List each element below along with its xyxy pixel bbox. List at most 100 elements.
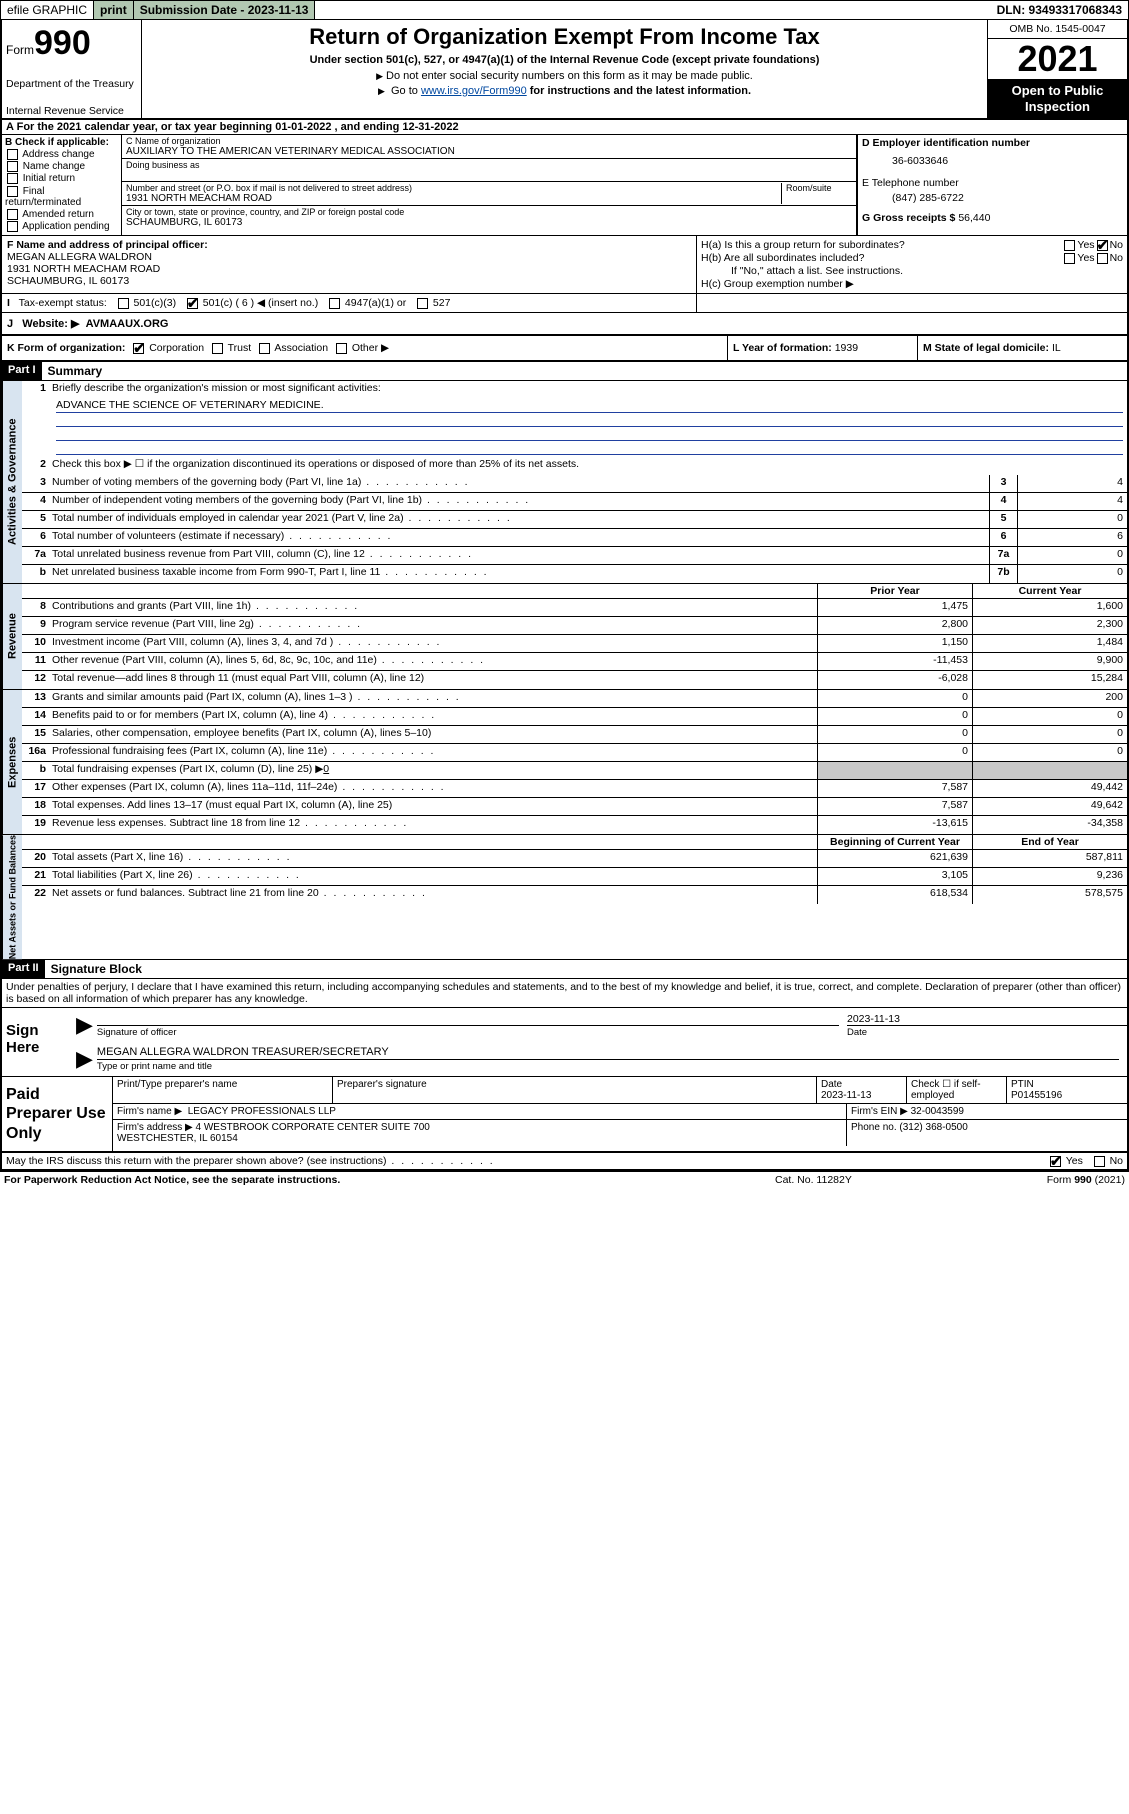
form-org-label: K Form of organization: (7, 342, 125, 354)
c15: 0 (972, 726, 1127, 743)
chk-address[interactable]: Address change (5, 149, 118, 160)
footer-right: Form 990 (2021) (975, 1174, 1125, 1186)
omb-number: OMB No. 1545-0047 (988, 20, 1127, 39)
goto-note: Go to www.irs.gov/Form990 for instructio… (148, 85, 981, 97)
chk-other[interactable] (336, 343, 347, 354)
s5: Total number of individuals employed in … (50, 511, 989, 528)
c13: 200 (972, 690, 1127, 707)
ein-value: 36-6033646 (862, 149, 1123, 177)
ha-no[interactable] (1097, 240, 1108, 251)
ssn-note: Do not enter social security numbers on … (148, 70, 981, 82)
tax-status-label: Tax-exempt status: (19, 297, 107, 309)
current-year-hdr: Current Year (972, 584, 1127, 598)
s16b-val: 0 (323, 763, 329, 775)
firm-ein-lbl: Firm's EIN ▶ (851, 1106, 908, 1117)
rot-netassets: Net Assets or Fund Balances (2, 835, 22, 959)
p16a: 0 (817, 744, 972, 761)
gross-label: G Gross receipts $ (862, 212, 955, 224)
v6: 6 (1017, 529, 1127, 546)
discuss-no[interactable] (1094, 1156, 1105, 1167)
discuss-yes[interactable] (1050, 1156, 1061, 1167)
box-f: F Name and address of principal officer:… (2, 236, 697, 293)
ha-yes[interactable] (1064, 240, 1075, 251)
public-inspection: Open to Public Inspection (988, 79, 1127, 118)
hb-label: H(b) Are all subordinates included? (701, 252, 1062, 264)
s13: Grants and similar amounts paid (Part IX… (50, 690, 817, 707)
officer-name-field: MEGAN ALLEGRA WALDRON TREASURER/SECRETAR… (97, 1046, 1119, 1060)
s7a: Total unrelated business revenue from Pa… (50, 547, 989, 564)
part1-header: Part I Summary (2, 362, 1127, 381)
officer-city: SCHAUMBURG, IL 60173 (7, 275, 129, 287)
p12: -6,028 (817, 671, 972, 689)
p15: 0 (817, 726, 972, 743)
box-c-wrapper: C Name of organization AUXILIARY TO THE … (122, 135, 1127, 235)
p22: 618,534 (817, 886, 972, 904)
p17: 7,587 (817, 780, 972, 797)
s10: Investment income (Part VIII, column (A)… (50, 635, 817, 652)
chk-trust[interactable] (212, 343, 223, 354)
box-d-e-g: D Employer identification number 36-6033… (857, 135, 1127, 235)
hb-yes[interactable] (1064, 253, 1075, 264)
self-employed[interactable]: Check ☐ if self-employed (907, 1077, 1007, 1103)
box-b-label: B Check if applicable: (5, 137, 118, 148)
header-right: OMB No. 1545-0047 2021 Open to Public In… (987, 20, 1127, 118)
v3: 4 (1017, 475, 1127, 492)
sig-date: 2023-11-13 (847, 1013, 1127, 1026)
officer-name: MEGAN ALLEGRA WALDRON (7, 251, 152, 263)
row-i: I Tax-exempt status: 501(c)(3) 501(c) ( … (2, 294, 1127, 313)
c22: 578,575 (972, 886, 1127, 904)
c11: 9,900 (972, 653, 1127, 670)
s22: Net assets or fund balances. Subtract li… (50, 886, 817, 904)
ha-label: H(a) Is this a group return for subordin… (701, 239, 1062, 251)
header-mid: Return of Organization Exempt From Incom… (142, 20, 987, 118)
s4: Number of independent voting members of … (50, 493, 989, 510)
chk-final[interactable]: Final return/terminated (5, 186, 118, 208)
hb-no[interactable] (1097, 253, 1108, 264)
chk-corp[interactable] (133, 343, 144, 354)
phone-label: E Telephone number (862, 177, 1123, 189)
chk-4947[interactable] (329, 298, 340, 309)
prior-year-hdr: Prior Year (817, 584, 972, 598)
print-button[interactable]: print (94, 1, 134, 19)
s12: Total revenue—add lines 8 through 11 (mu… (50, 671, 817, 689)
s20: Total assets (Part X, line 16) (50, 850, 817, 867)
c14: 0 (972, 708, 1127, 725)
room-label: Room/suite (786, 183, 852, 193)
domicile-label: M State of legal domicile: (923, 342, 1049, 354)
s16a: Professional fundraising fees (Part IX, … (50, 744, 817, 761)
chk-assoc[interactable] (259, 343, 270, 354)
chk-501c[interactable] (187, 298, 198, 309)
street-row: Number and street (or P.O. box if mail i… (122, 182, 856, 206)
officer-label: F Name and address of principal officer: (7, 239, 208, 251)
rot-activities: Activities & Governance (2, 381, 22, 583)
irs-link[interactable]: www.irs.gov/Form990 (421, 85, 527, 97)
city-label: City or town, state or province, country… (126, 207, 852, 217)
form-container: Form990 Department of the Treasury Inter… (0, 20, 1129, 1172)
domicile: IL (1052, 342, 1061, 354)
chk-application[interactable]: Application pending (5, 221, 118, 232)
org-name-cell: C Name of organization AUXILIARY TO THE … (122, 135, 856, 159)
chk-initial[interactable]: Initial return (5, 173, 118, 184)
part1-title: Summary (42, 362, 109, 380)
phone-value: (847) 285-6722 (862, 189, 1123, 212)
header-left: Form990 Department of the Treasury Inter… (2, 20, 142, 118)
chk-name[interactable]: Name change (5, 161, 118, 172)
row-a-text: For the 2021 calendar year, or tax year … (17, 121, 459, 133)
gross-receipts: G Gross receipts $ 56,440 (862, 212, 1123, 224)
ein-label: D Employer identification number (862, 137, 1123, 149)
preparer-sig-col: Preparer's signature (333, 1077, 817, 1103)
form-header: Form990 Department of the Treasury Inter… (2, 20, 1127, 120)
officer-signature[interactable] (97, 1012, 839, 1026)
chk-527[interactable] (417, 298, 428, 309)
activities-governance: Activities & Governance 1Briefly describ… (2, 381, 1127, 584)
chk-501c3[interactable] (118, 298, 129, 309)
form-990: 990 (34, 24, 91, 62)
chk-amended[interactable]: Amended return (5, 209, 118, 220)
mission-text: ADVANCE THE SCIENCE OF VETERINARY MEDICI… (56, 399, 1123, 413)
sig-intro: Under penalties of perjury, I declare th… (2, 979, 1127, 1008)
form-subtitle: Under section 501(c), 527, or 4947(a)(1)… (148, 54, 981, 66)
preparer-name-col: Print/Type preparer's name (113, 1077, 333, 1103)
firm-name-lbl: Firm's name ▶ (117, 1106, 182, 1117)
firm-ein: 32-0043599 (911, 1106, 964, 1117)
c16a: 0 (972, 744, 1127, 761)
